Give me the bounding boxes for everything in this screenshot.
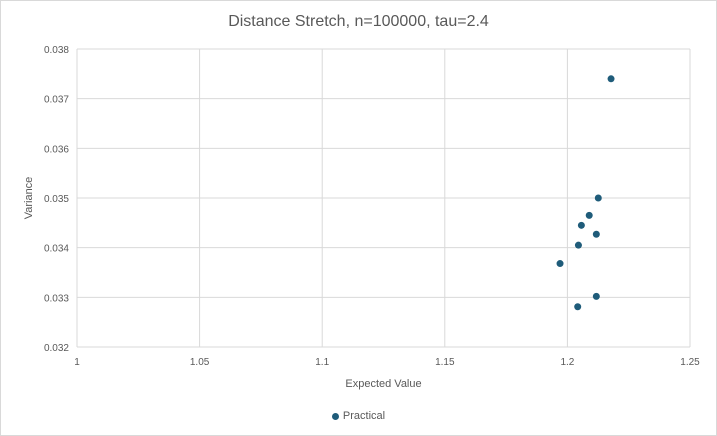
- legend-marker-icon: [331, 412, 339, 420]
- y-tick-label: 0.032: [44, 343, 69, 354]
- chart-title: Distance Stretch, n=100000, tau=2.4: [228, 13, 489, 30]
- data-point: [574, 241, 582, 249]
- data-point: [592, 292, 600, 300]
- data-point: [577, 221, 585, 229]
- x-tick-label: 1.1: [315, 357, 329, 368]
- data-point: [574, 303, 582, 311]
- y-tick-label: 0.038: [44, 45, 69, 56]
- x-tick-label: 1: [74, 357, 80, 368]
- y-tick-labels: 0.032 0.033 0.034 0.035 0.036 0.037 0.038: [44, 45, 69, 354]
- legend: Practical: [1, 410, 716, 422]
- y-tick-label: 0.034: [44, 244, 69, 255]
- x-axis-title: Expected Value: [345, 378, 421, 390]
- data-point: [594, 194, 602, 202]
- data-point: [585, 211, 593, 219]
- x-tick-label: 1.2: [560, 357, 574, 368]
- gridlines: [76, 48, 691, 348]
- data-point: [607, 75, 615, 83]
- y-tick-label: 0.037: [44, 95, 69, 106]
- data-point: [556, 260, 564, 268]
- x-tick-label: 1.05: [190, 357, 210, 368]
- y-tick-label: 0.035: [44, 194, 69, 205]
- data-points: [556, 75, 615, 311]
- data-point: [592, 230, 600, 238]
- x-tick-label: 1.25: [680, 357, 700, 368]
- y-axis-title: Variance: [23, 177, 35, 220]
- x-tick-label: 1.15: [435, 357, 455, 368]
- legend-label: Practical: [342, 410, 386, 422]
- x-tick-labels: 1 1.05 1.1 1.15 1.2 1.25: [74, 357, 700, 368]
- y-tick-label: 0.033: [44, 293, 69, 304]
- y-tick-label: 0.036: [44, 144, 69, 155]
